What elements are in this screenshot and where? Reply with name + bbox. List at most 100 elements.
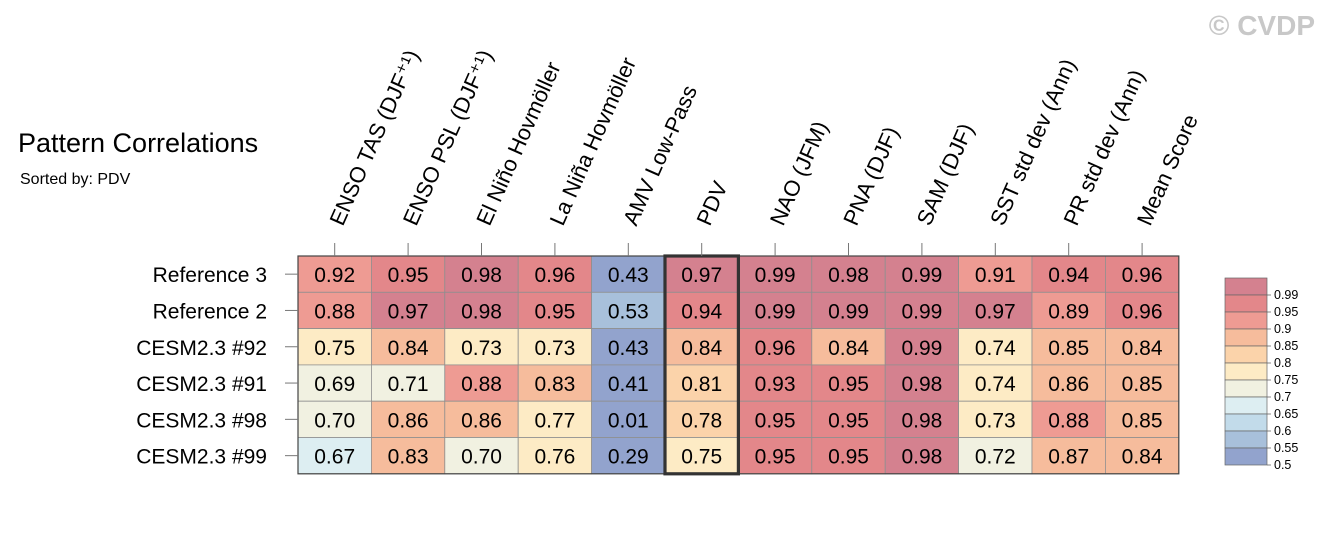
heatmap-cell — [591, 400, 666, 438]
heatmap-cell — [664, 291, 739, 329]
cell-value: 0.41 — [608, 373, 649, 396]
colorbar-label: 0.8 — [1274, 356, 1291, 370]
sort-subtitle: Sorted by: PDV — [20, 171, 131, 188]
cell-value: 0.95 — [534, 300, 575, 323]
heatmap-cell — [591, 364, 666, 402]
colorbar-label: 0.55 — [1274, 441, 1298, 455]
heatmap-cell — [664, 364, 739, 402]
row-label: CESM2.3 #99 — [136, 446, 267, 469]
heatmap-cell — [884, 437, 960, 475]
colorbar-segment — [1224, 396, 1268, 415]
heatmap-cell — [738, 437, 813, 475]
cell-value: 0.99 — [755, 264, 796, 287]
cell-value: 0.95 — [388, 264, 429, 287]
colorbar-segment — [1224, 294, 1268, 313]
heatmap-cell — [958, 328, 1033, 366]
cell-value: 0.70 — [461, 446, 502, 469]
cell-value: 0.83 — [388, 446, 429, 469]
cell-value: 0.73 — [975, 409, 1016, 432]
colorbar-label: 0.5 — [1274, 458, 1291, 472]
cell-value: 0.69 — [314, 373, 355, 396]
cell-value: 0.95 — [828, 373, 869, 396]
cell-value: 0.72 — [975, 446, 1016, 469]
cell-value: 0.88 — [314, 300, 355, 323]
heatmap-cell — [884, 291, 960, 329]
row-label: CESM2.3 #92 — [136, 337, 267, 360]
heatmap-cell — [958, 364, 1033, 402]
cell-value: 0.71 — [388, 373, 429, 396]
cell-value: 0.67 — [314, 446, 355, 469]
heatmap-cell — [297, 400, 372, 438]
cell-value: 0.92 — [314, 264, 355, 287]
heatmap-cell — [444, 364, 519, 402]
heatmap-cell — [958, 400, 1033, 438]
cell-value: 0.98 — [461, 300, 502, 323]
heatmap-cell — [664, 437, 739, 475]
cell-value: 0.43 — [608, 264, 649, 287]
cell-value: 0.76 — [534, 446, 575, 469]
cell-value: 0.84 — [681, 337, 722, 360]
heatmap-cell — [370, 437, 446, 475]
cell-value: 0.78 — [681, 409, 722, 432]
cell-value: 0.96 — [1122, 300, 1163, 323]
heatmap-cell — [591, 291, 666, 329]
row-label: Reference 3 — [153, 264, 267, 287]
heatmap-cell — [664, 328, 739, 366]
heatmap-cell — [1105, 255, 1180, 293]
cell-value: 0.99 — [828, 300, 869, 323]
heatmap-cell — [1105, 400, 1180, 438]
cell-value: 0.84 — [388, 337, 429, 360]
heatmap-cell — [811, 255, 886, 293]
cell-value: 0.81 — [681, 373, 722, 396]
cell-value: 0.85 — [1048, 337, 1089, 360]
colorbar-label: 0.99 — [1274, 288, 1298, 302]
heatmap-cell — [517, 328, 593, 366]
column-label: AMV Low-Pass — [618, 81, 702, 229]
cell-value: 0.97 — [388, 300, 429, 323]
colorbar-label: 0.95 — [1274, 305, 1298, 319]
cell-value: 0.88 — [461, 373, 502, 396]
colorbar-label: 0.7 — [1274, 390, 1291, 404]
colorbar-segment — [1224, 362, 1268, 381]
column-label: PR std dev (Ann) — [1058, 66, 1149, 229]
column-label: PDV — [691, 177, 732, 229]
cell-value: 0.94 — [681, 300, 722, 323]
colorbar-segment — [1224, 345, 1268, 364]
cell-value: 0.98 — [828, 264, 869, 287]
cell-value: 0.74 — [975, 337, 1016, 360]
row-label: CESM2.3 #98 — [136, 409, 267, 432]
cell-value: 0.74 — [975, 373, 1016, 396]
heatmap-cell — [811, 400, 886, 438]
cell-value: 0.86 — [461, 409, 502, 432]
cell-value: 0.98 — [461, 264, 502, 287]
heatmap-cell — [1031, 437, 1106, 475]
heatmap-cell — [884, 328, 960, 366]
cell-value: 0.96 — [1122, 264, 1163, 287]
cvdp-watermark: © CVDP — [1208, 10, 1315, 41]
cell-value: 0.75 — [681, 446, 722, 469]
cell-value: 0.53 — [608, 300, 649, 323]
heatmap-cell — [958, 437, 1033, 475]
row-label: CESM2.3 #91 — [136, 373, 267, 396]
heatmap-cell — [738, 291, 813, 329]
colorbar-segment — [1224, 328, 1268, 347]
cell-value: 0.86 — [1048, 373, 1089, 396]
cell-value: 0.88 — [1048, 409, 1089, 432]
colorbar-segment — [1224, 277, 1268, 296]
heatmap-cell — [444, 328, 519, 366]
heatmap-cell — [1031, 400, 1106, 438]
cell-value: 0.98 — [901, 373, 942, 396]
colorbar-label: 0.9 — [1274, 322, 1291, 336]
cell-value: 0.73 — [534, 337, 575, 360]
row-label: Reference 2 — [153, 300, 267, 323]
colorbar-segment — [1224, 379, 1268, 398]
cell-value: 0.77 — [534, 409, 575, 432]
column-label: NAO (JFM) — [765, 117, 833, 229]
cell-value: 0.98 — [901, 409, 942, 432]
cell-value: 0.84 — [1122, 446, 1163, 469]
cell-value: 0.99 — [901, 264, 942, 287]
cell-value: 0.84 — [1122, 337, 1163, 360]
cell-value: 0.01 — [608, 409, 649, 432]
heatmap-cell — [370, 364, 446, 402]
